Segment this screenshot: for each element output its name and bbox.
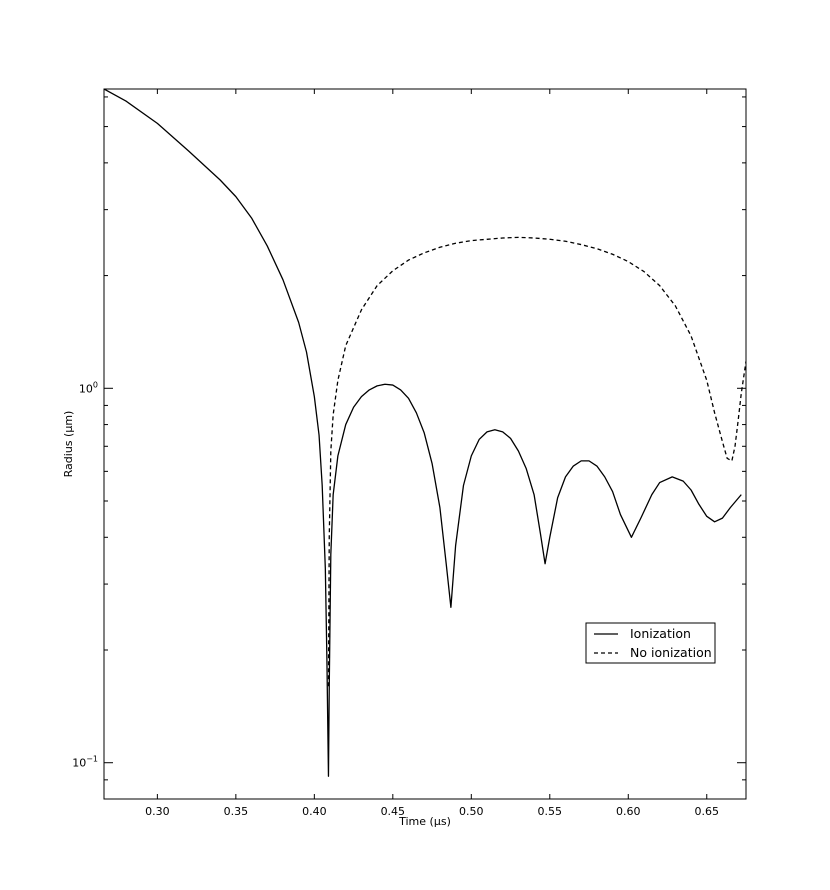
x-tick-label: 0.45 xyxy=(381,805,406,818)
ticks-layer: 0.30 0.35 0.40 0.45 0.50 0.55 0.60 0.65 10−1 100 xyxy=(72,89,746,818)
legend-ionization-label: Ionization xyxy=(630,626,691,641)
x-axis-label: Time (µs) xyxy=(398,815,451,828)
x-tick-label: 0.60 xyxy=(616,805,641,818)
x-tick-label: 0.65 xyxy=(695,805,720,818)
y-axis-label: Radius (µm) xyxy=(62,411,75,478)
series-line-no-ionization xyxy=(327,236,746,687)
y-tick-label: 100 xyxy=(79,380,98,395)
x-tick-label: 0.40 xyxy=(302,805,327,818)
x-tick-label: 0.50 xyxy=(459,805,484,818)
y-tick-label: 10−1 xyxy=(72,755,98,770)
series-layer xyxy=(104,89,746,777)
x-tick-label: 0.30 xyxy=(145,805,170,818)
legend-box xyxy=(585,622,716,664)
legend: Ionization No ionization xyxy=(585,622,716,664)
x-tick-label: 0.55 xyxy=(538,805,563,818)
x-tick-label: 0.35 xyxy=(224,805,249,818)
plot-area-frame xyxy=(103,88,747,800)
legend-no-ionization-label: No ionization xyxy=(630,645,712,660)
series-line-ionization xyxy=(104,89,742,777)
